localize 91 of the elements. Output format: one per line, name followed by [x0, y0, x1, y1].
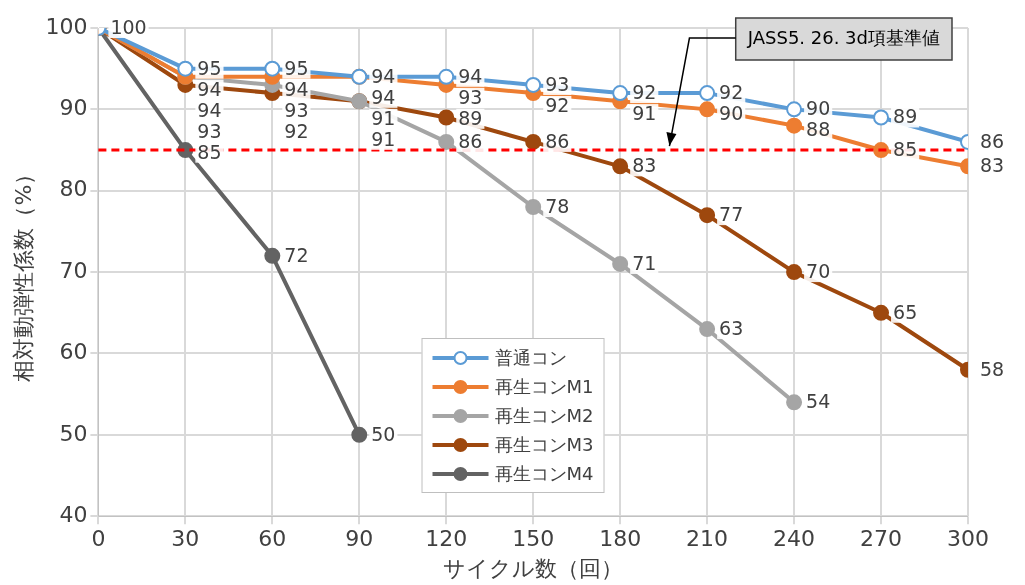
data-label: 93	[545, 72, 570, 95]
x-tick-label: 30	[171, 526, 200, 552]
point	[612, 158, 629, 175]
point	[786, 394, 803, 411]
data-label: 90	[719, 102, 744, 125]
point	[438, 68, 455, 85]
x-tick-label: 120	[425, 526, 468, 552]
data-label: 94	[371, 85, 396, 108]
point	[786, 101, 803, 118]
point	[438, 133, 455, 150]
data-label: 88	[806, 118, 831, 141]
data-label: 86	[980, 129, 1005, 152]
data-label: 91	[632, 102, 657, 125]
point	[786, 117, 803, 134]
y-tick-label: 70	[59, 257, 88, 283]
point	[264, 60, 281, 77]
data-label: 71	[632, 251, 657, 274]
y-tick-label: 40	[59, 501, 88, 527]
x-tick-label: 210	[686, 526, 729, 552]
data-label: 85	[197, 140, 222, 163]
data-label: 93	[458, 85, 483, 108]
point	[351, 426, 368, 443]
y-tick-label: 100	[45, 13, 88, 39]
point	[525, 133, 542, 150]
legend-label: 再生コンM3	[494, 432, 594, 457]
x-tick-label: 150	[512, 526, 555, 552]
x-tick-label: 300	[947, 526, 989, 552]
data-label: 70	[806, 260, 831, 283]
data-label: 63	[719, 316, 744, 339]
legend-label: 再生コンM4	[494, 461, 594, 486]
x-tick-label: 90	[345, 526, 374, 552]
y-tick-label: 90	[59, 95, 88, 121]
point	[525, 76, 542, 93]
data-label: 91	[371, 106, 396, 129]
point	[873, 304, 890, 321]
point	[525, 199, 542, 216]
x-tick-label: 60	[258, 526, 287, 552]
data-label: 58	[980, 357, 1005, 380]
x-tick-label: 270	[860, 526, 903, 552]
data-label: 91	[371, 127, 396, 150]
point	[264, 247, 281, 264]
point	[699, 207, 716, 224]
data-label: 93	[284, 98, 309, 121]
point	[699, 85, 716, 102]
point	[699, 101, 716, 118]
data-label: 77	[719, 203, 744, 226]
y-tick-label: 80	[59, 176, 88, 202]
data-label: 94	[371, 64, 396, 87]
data-label: 83	[980, 154, 1005, 177]
data-label: 94	[458, 64, 483, 87]
data-label: 50	[371, 422, 396, 445]
legend-label: 再生コンM2	[494, 403, 594, 428]
data-label: 92	[545, 93, 570, 116]
x-tick-label: 0	[91, 526, 106, 552]
point	[612, 255, 629, 272]
data-label: 54	[806, 390, 831, 413]
data-label: 86	[545, 129, 570, 152]
data-label: 92	[284, 119, 309, 142]
data-label: 72	[284, 243, 309, 266]
data-label: 92	[632, 81, 657, 104]
data-label: 100	[110, 15, 147, 38]
data-label: 89	[893, 105, 918, 128]
data-label: 93	[197, 119, 222, 142]
legend-label: 普通コン	[494, 345, 567, 370]
data-label: 85	[893, 137, 918, 160]
point	[177, 60, 194, 77]
annotation: JASS5. 26. 3d項基準値	[746, 26, 940, 48]
data-label: 78	[545, 194, 570, 217]
data-label: 94	[197, 98, 222, 121]
x-tick-label: 240	[773, 526, 816, 552]
data-label: 92	[719, 81, 744, 104]
data-label: 94	[197, 77, 222, 100]
data-label: 65	[893, 300, 918, 323]
data-label: 95	[197, 56, 222, 79]
data-label: 89	[458, 106, 483, 129]
data-label: 83	[632, 154, 657, 177]
x-axis-title: サイクル数（回）	[443, 555, 624, 581]
data-label: 86	[458, 129, 483, 152]
y-tick-label: 50	[59, 420, 88, 446]
y-axis-title: 相対動弾性係数（%）	[10, 162, 36, 382]
point	[699, 321, 716, 338]
y-tick-label: 60	[59, 339, 88, 365]
point	[612, 85, 629, 102]
point	[786, 264, 803, 281]
data-label: 95	[284, 56, 309, 79]
point	[873, 109, 890, 126]
data-label: 90	[806, 97, 831, 120]
data-label: 94	[284, 77, 309, 100]
x-tick-label: 180	[599, 526, 642, 552]
point	[438, 109, 455, 126]
legend-label: 再生コンM1	[494, 374, 594, 399]
